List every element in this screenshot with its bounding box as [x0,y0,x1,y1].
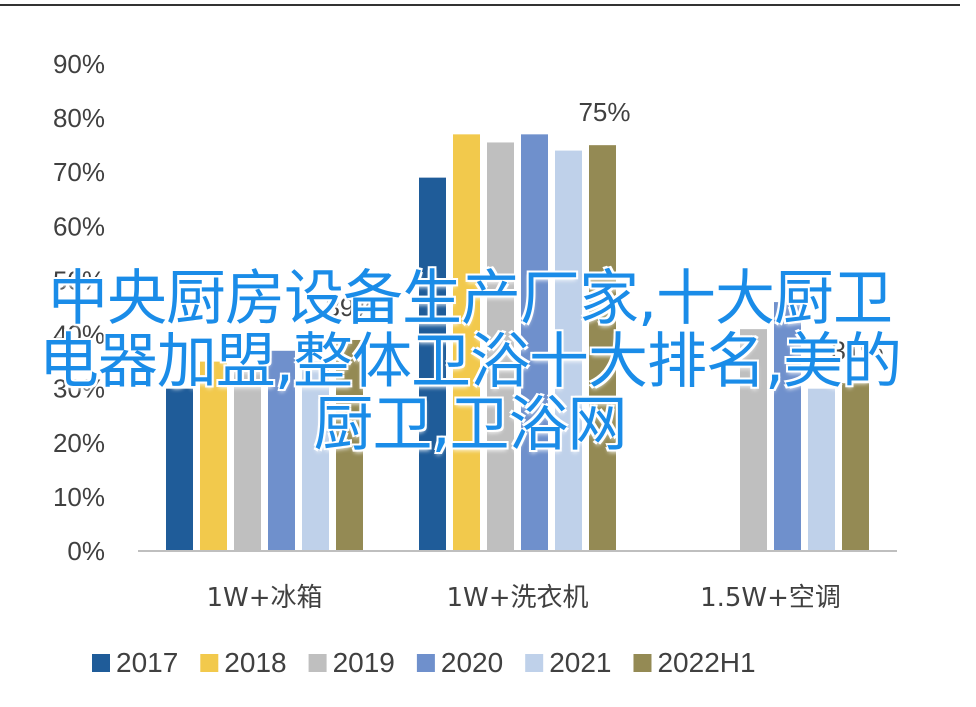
bar-2018-1 [453,134,480,551]
bars [166,134,869,552]
x-axis-labels: 1W+冰箱 1W+洗衣机 1.5W+空调 [206,583,840,613]
bar-2020-2 [774,302,801,551]
legend-swatch-2020 [416,654,435,672]
y-tick-label: 10% [53,482,105,512]
data-label: 31% [831,335,883,365]
watermark-overlay-text: 中央厨房设备生产厂家,十大厨卫电器加盟,整体卫浴十大排名,美的厨卫,卫浴网 [38,264,902,460]
bar-2021-1 [555,150,582,552]
data-label: 39% [325,292,377,322]
y-tick-label: 90% [53,49,105,79]
legend-swatch-2018 [200,654,219,672]
y-tick-label: 70% [53,157,105,187]
y-tick-label: 60% [53,211,105,241]
y-tick-label: 50% [53,265,105,295]
bar-2018-0 [200,361,227,551]
legend-swatch-2017 [92,654,110,672]
bar-2022H1-1 [589,145,616,551]
y-tick-label: 30% [53,374,105,404]
bar-2017-0 [166,388,193,551]
x-category-label: 1W+洗衣机 [446,583,588,613]
x-category-label: 1.5W+空调 [700,583,841,613]
bar-2022H1-0 [336,339,363,551]
legend: 2017 2018 2019 2020 2021 2022H1 [92,647,756,678]
bar-2019-1 [487,142,514,551]
top-border-line [0,4,960,6]
bar-2020-0 [268,350,295,551]
legend-swatch-2019 [308,654,327,672]
y-tick-label: 40% [53,320,105,350]
y-tick-label: 20% [53,428,105,458]
legend-label-2021: 2021 [549,647,611,678]
y-tick-label: 80% [53,103,105,133]
legend-label-2020: 2020 [441,647,503,678]
bar-2021-2 [808,388,835,551]
legend-label-2022H1: 2022H1 [657,647,755,678]
legend-swatch-2021 [525,654,544,672]
y-tick-label: 0% [67,536,105,566]
legend-label-2018: 2018 [224,647,286,678]
legend-label-2017: 2017 [116,647,178,678]
data-labels: 39% 75% 31% [325,97,883,365]
x-category-label: 1W+冰箱 [206,583,322,613]
bar-2019-2 [740,329,767,551]
bar-2019-0 [234,367,261,551]
bar-2017-1 [419,177,446,551]
data-label: 75% [578,97,630,127]
legend-label-2019: 2019 [333,647,395,678]
legend-swatch-2022H1 [633,654,652,672]
bar-2021-0 [302,361,329,551]
y-axis: 0% 10% 20% 30% 40% 50% 60% 70% 80% 90% [53,49,105,566]
bar-2020-1 [521,134,548,551]
bar-2022H1-2 [842,383,869,551]
